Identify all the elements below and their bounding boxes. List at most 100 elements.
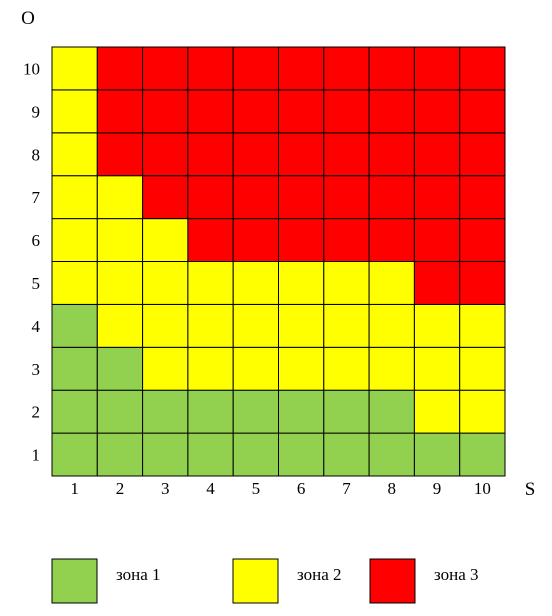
heatmap-cell <box>413 389 461 434</box>
y-axis-ticks: 1 2 3 4 5 6 7 8 9 10 <box>23 59 41 464</box>
heatmap-cell <box>368 389 415 434</box>
heatmap-cell <box>278 46 325 91</box>
heatmap-cell <box>232 389 279 434</box>
heatmap-cell <box>187 46 234 91</box>
heatmap-cell <box>278 303 325 348</box>
heatmap-cells <box>51 46 506 477</box>
heatmap-cell <box>96 175 144 220</box>
heatmap-cell <box>368 175 415 220</box>
heatmap-cell <box>368 346 415 391</box>
x-tick-label: 5 <box>252 479 261 498</box>
heatmap-cell <box>413 218 461 263</box>
heatmap-cell <box>187 389 234 434</box>
legend: зона 1 зона 2 зона 3 <box>51 558 479 604</box>
heatmap-cell <box>323 89 370 134</box>
heatmap-cell <box>323 303 370 348</box>
heatmap-cell <box>142 132 189 177</box>
y-tick-label: 1 <box>32 446 41 465</box>
x-tick-label: 10 <box>474 479 491 498</box>
heatmap-cell <box>96 261 144 305</box>
heatmap-cell <box>96 303 144 348</box>
y-tick-label: 6 <box>32 231 41 250</box>
legend-label-zone-3: зона 3 <box>434 565 479 584</box>
y-tick-label: 10 <box>23 59 40 78</box>
heatmap-cell <box>323 218 370 263</box>
heatmap-cell <box>51 132 98 177</box>
x-tick-label: 9 <box>433 479 442 498</box>
heatmap-cell <box>51 432 98 477</box>
heatmap-cell <box>278 132 325 177</box>
heatmap-cell <box>459 132 506 177</box>
heatmap-cell <box>323 132 370 177</box>
heatmap-cell <box>187 303 234 348</box>
heatmap-cell <box>368 46 415 91</box>
heatmap-cell <box>142 261 189 305</box>
heatmap-cell <box>187 432 234 477</box>
heatmap-cell <box>51 303 98 348</box>
x-tick-label: 6 <box>297 479 306 498</box>
heatmap-cell <box>142 218 189 263</box>
heatmap-cell <box>51 175 98 220</box>
x-tick-label: 2 <box>116 479 125 498</box>
heatmap-cell <box>187 132 234 177</box>
heatmap-cell <box>187 346 234 391</box>
y-axis-label: O <box>21 8 35 29</box>
heatmap-cell <box>187 218 234 263</box>
heatmap-cell <box>232 46 279 91</box>
heatmap-cell <box>278 432 325 477</box>
heatmap-cell <box>278 175 325 220</box>
heatmap-cell <box>459 261 506 305</box>
x-axis-ticks: 1 2 3 4 5 6 7 8 9 10 <box>70 479 490 498</box>
legend-label-zone-1: зона 1 <box>116 565 161 584</box>
heatmap-cell <box>142 432 189 477</box>
heatmap-cell <box>413 346 461 391</box>
heatmap-cell <box>278 89 325 134</box>
heatmap-cell <box>232 303 279 348</box>
legend-swatch-zone-3 <box>369 558 416 604</box>
y-tick-label: 5 <box>32 274 41 293</box>
heatmap-cell <box>187 261 234 305</box>
y-tick-label: 8 <box>32 145 41 164</box>
x-tick-label: 4 <box>206 479 215 498</box>
heatmap-cell <box>278 218 325 263</box>
heatmap-cell <box>187 175 234 220</box>
heatmap-cell <box>368 261 415 305</box>
heatmap-cell <box>459 175 506 220</box>
legend-swatch-zone-2 <box>232 558 279 604</box>
heatmap-cell <box>323 261 370 305</box>
x-axis-label: S <box>525 479 536 500</box>
heatmap-cell <box>368 303 415 348</box>
heatmap-cell <box>413 132 461 177</box>
heatmap-cell <box>459 303 506 348</box>
heatmap-cell <box>51 46 98 91</box>
x-tick-label: 1 <box>70 479 79 498</box>
heatmap-cell <box>459 46 506 91</box>
x-tick-label: 8 <box>388 479 397 498</box>
heatmap-cell <box>51 218 98 263</box>
heatmap-cell <box>232 261 279 305</box>
heatmap-cell <box>278 346 325 391</box>
heatmap-cell <box>323 389 370 434</box>
y-tick-label: 3 <box>32 360 41 379</box>
heatmap-cell <box>413 303 461 348</box>
heatmap-cell <box>368 132 415 177</box>
heatmap-cell <box>323 46 370 91</box>
heatmap-cell <box>232 218 279 263</box>
heatmap-cell <box>232 346 279 391</box>
heatmap-cell <box>51 89 98 134</box>
heatmap-cell <box>96 89 144 134</box>
x-tick-label: 3 <box>161 479 170 498</box>
y-tick-label: 2 <box>32 403 41 422</box>
y-tick-label: 7 <box>32 188 41 207</box>
heatmap-cell <box>96 132 144 177</box>
heatmap-cell <box>232 89 279 134</box>
heatmap-cell <box>232 432 279 477</box>
legend-label-zone-2: зона 2 <box>297 565 342 584</box>
heatmap-cell <box>232 175 279 220</box>
heatmap-cell <box>413 261 461 305</box>
heatmap-cell <box>368 89 415 134</box>
heatmap-cell <box>413 432 461 477</box>
heatmap-cell <box>459 218 506 263</box>
heatmap-cell <box>459 432 506 477</box>
